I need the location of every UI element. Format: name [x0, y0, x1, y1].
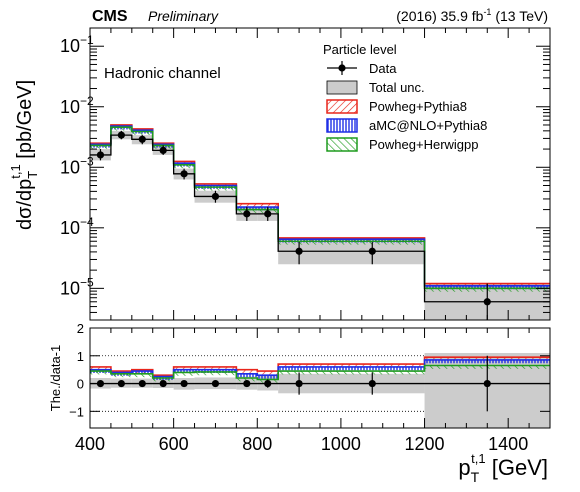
ratio-data-point [180, 379, 188, 388]
ratio-powheg-pythia8-band [278, 364, 320, 368]
luminosity-label: (2016) 35.9 fb-1 (13 TeV) [396, 7, 548, 24]
ratio-axes: −1 0 1 2 400 600 800 1000 1200 1400 [69, 321, 551, 454]
ratio-panel: −1 0 1 2 400 600 800 1000 1200 1400 The./data-1 p… [48, 321, 551, 485]
x-tick-label: 800 [242, 434, 272, 454]
ratio-data-point [211, 379, 220, 388]
ratio-data-point [483, 379, 491, 388]
ratio-y-label: The./data-1 [48, 345, 63, 412]
ratio-powheg-herwigpp-band [131, 373, 153, 378]
main-panel: 10−5 10−4 10−3 10−2 10−1 Hadronic channel dσ… [8, 27, 551, 321]
channel-label: Hadronic channel [104, 65, 221, 82]
main-data-point [295, 247, 303, 255]
ratio-powheg-pythia8-band [320, 364, 425, 368]
ratio-powheg-herwigpp-band [194, 371, 237, 376]
main-y-tick-label: 10−3 [60, 154, 94, 177]
legend-entry-amcnlo-pythia8: aMC@NLO+Pythia8 [326, 118, 487, 133]
main-data-point [211, 192, 220, 201]
main-data-point [159, 146, 167, 155]
ratio-data-point [117, 379, 125, 388]
ratio-y-tick-label: 2 [77, 321, 84, 336]
main-y-axis: 10−5 10−4 10−3 10−2 10−1 [60, 27, 551, 321]
main-y-label: dσ/dpTt,1 [pb/GeV] [8, 80, 40, 230]
ratio-powheg-herwigpp-band [110, 373, 132, 378]
ratio-amc-nlo-pythia8-band [320, 366, 425, 371]
main-powheg-herwigpp-band [131, 131, 153, 135]
ratio-powheg-pythia8-band [90, 366, 111, 371]
main-data-point [96, 151, 105, 159]
main-data-point [138, 135, 146, 143]
x-tick-label: 400 [75, 434, 105, 454]
x-tick-label: 1200 [405, 434, 445, 454]
ratio-powheg-herwigpp-line [90, 364, 550, 381]
main-powheg-herwigpp-band [194, 187, 237, 191]
ratio-data-point [243, 379, 251, 388]
ratio-amc-nlo-pythia8-band [131, 371, 153, 375]
main-plot-area [90, 124, 550, 320]
main-y-tick-label: 10−1 [60, 33, 94, 56]
main-data-point [264, 210, 272, 218]
ratio-powheg-pythia8-band [173, 366, 195, 371]
x-axis-label: pTt,1 [GeV] [458, 451, 548, 485]
cms-label: CMS [92, 8, 128, 25]
legend-entry-total-unc: Total unc. [326, 80, 425, 95]
ratio-data-point [159, 379, 167, 388]
ratio-data-point [264, 379, 272, 388]
ratio-data-point [368, 379, 376, 388]
ratio-y-tick-label: 0 [77, 377, 84, 392]
main-powheg-herwigpp-band [173, 164, 195, 169]
ratio-data-point [295, 379, 303, 388]
ratio-plot-area [90, 353, 550, 428]
ratio-powheg-herwigpp-band [236, 378, 258, 382]
legend-label-powheg-herwigpp: Powheg+Herwigpp [369, 137, 478, 152]
main-data-point [243, 210, 251, 218]
x-tick-label: 1400 [488, 434, 528, 454]
legend-swatch-total-unc [326, 80, 358, 95]
ratio-amc-nlo-pythia8-band [173, 369, 195, 373]
ratio-amc-nlo-pythia8-line [90, 359, 550, 378]
main-y-tick-label: 10−5 [60, 275, 94, 298]
ratio-amc-nlo-pythia8-band [278, 366, 320, 371]
main-y-tick-label: 10−2 [60, 94, 94, 117]
legend-label-total-unc: Total unc. [369, 80, 425, 95]
ratio-powheg-pythia8-band [257, 371, 279, 375]
main-data-point [180, 170, 188, 178]
legend-entry-powheg-pythia8: Powheg+Pythia8 [326, 99, 467, 114]
main-y-tick-label: 10−4 [60, 215, 94, 238]
ratio-powheg-herwigpp-band [90, 371, 111, 375]
ratio-amc-nlo-pythia8-band [257, 375, 279, 379]
x-tick-label: 600 [159, 434, 189, 454]
ratio-data-point [96, 379, 105, 388]
main-powheg-herwigpp-band [110, 127, 132, 131]
main-data-point [117, 131, 125, 139]
ratio-powheg-pythia8-band [236, 369, 258, 373]
main-data-step [90, 134, 550, 303]
main-powheg-pythia8-band [236, 203, 258, 208]
main-powheg-pythia8-band [257, 203, 279, 208]
main-data-point [368, 247, 376, 255]
legend-label-amcnlo-pythia8: aMC@NLO+Pythia8 [369, 118, 487, 133]
ratio-data-point [138, 379, 146, 388]
preliminary-label: Preliminary [148, 8, 219, 24]
legend-label-data: Data [369, 61, 397, 76]
ratio-y-tick-label: 1 [77, 349, 84, 364]
legend-swatch-powheg-herwigpp [326, 137, 358, 152]
legend-entry-data: Data [327, 61, 397, 76]
legend-label-powheg-pythia8: Powheg+Pythia8 [369, 99, 467, 114]
legend-entry-powheg-herwigpp: Powheg+Herwigpp [326, 137, 478, 152]
ratio-powheg-pythia8-band [194, 366, 237, 371]
x-tick-label: 1000 [321, 434, 361, 454]
ratio-amc-nlo-pythia8-band [236, 373, 258, 378]
ratio-powheg-herwigpp-band [173, 372, 195, 376]
ratio-powheg-herwigpp-band [152, 378, 174, 382]
legend-data-marker [338, 64, 346, 72]
ratio-y-tick-label: −1 [69, 404, 84, 419]
legend: Particle level Data Total unc. Powheg+Py… [323, 42, 487, 152]
legend-swatch-amcnlo-pythia8 [326, 118, 358, 133]
main-data-point [483, 298, 491, 306]
main-powheg-herwigpp-band [90, 145, 111, 149]
legend-title: Particle level [323, 42, 397, 57]
legend-swatch-powheg-pythia8 [326, 99, 358, 114]
